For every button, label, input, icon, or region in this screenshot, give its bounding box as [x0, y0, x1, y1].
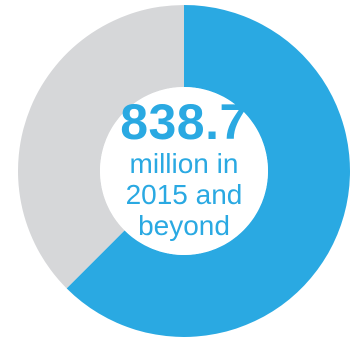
- center-caption-line-2: 2015 and: [125, 179, 243, 210]
- center-value: 838.7: [120, 94, 248, 150]
- center-caption-line-3: beyond: [138, 210, 230, 241]
- donut-slice-2: [18, 5, 185, 289]
- donut-slice-1: [66, 5, 351, 337]
- center-label: 838.7 million in 2015 and beyond: [79, 96, 289, 241]
- donut-hole: [100, 87, 268, 255]
- center-caption-line-1: million in: [129, 148, 239, 179]
